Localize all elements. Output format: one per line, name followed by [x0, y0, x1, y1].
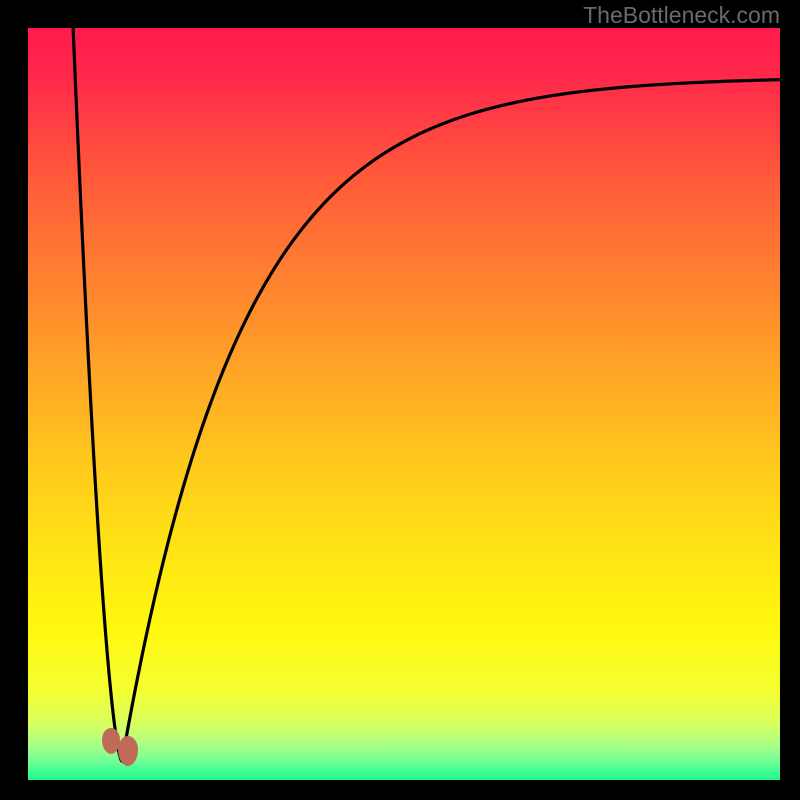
plot-area	[28, 28, 780, 780]
watermark-text: TheBottleneck.com	[583, 2, 780, 29]
chart-container: TheBottleneck.com	[0, 0, 800, 800]
curve-layer	[28, 28, 780, 780]
bottleneck-curve	[73, 28, 780, 761]
